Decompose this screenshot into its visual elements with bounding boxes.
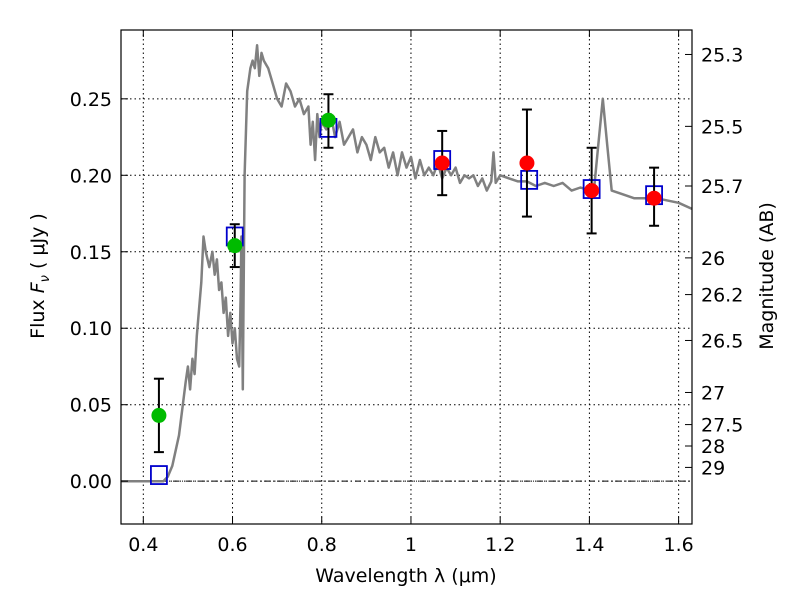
right-tick-label: 25.3 [701,44,743,66]
x-tick-label: 0.4 [128,534,158,556]
right-tick-label: 27 [701,382,725,404]
y-axis-title-symbol: F [27,281,49,293]
right-axis-title: Magnitude (AB) [756,202,778,350]
x-tick-label: 1 [405,534,417,556]
model-bandpass-square [150,465,168,485]
data-points-group [150,93,663,485]
right-tick-label: 25.5 [701,116,743,138]
y-axis-title-subscript: ν [38,275,53,282]
x-tick-label: 1.6 [664,534,694,556]
right-tick-label: 25.7 [701,176,743,198]
x-tick-label: 1.4 [574,534,604,556]
right-tick-label: 27.5 [701,415,743,437]
x-tick-label: 0.8 [307,534,337,556]
tick-marks [121,30,692,524]
nir-observed-point [434,155,450,171]
y-tick-label: 0.25 [70,89,112,111]
grid-lines [121,30,692,524]
nir-observed-point [519,155,535,171]
right-tick-label: 28 [701,436,725,458]
y-axis-title-unit: ( μJy ) [27,213,49,275]
y-axis-title-text: Flux [27,293,49,339]
y-tick-label: 0.05 [70,395,112,417]
y-tick-label: 0.00 [70,471,112,493]
plot-frame [120,29,693,525]
optical-observed-point [227,238,243,254]
y-tick-label: 0.15 [70,242,112,264]
y-tick-label: 0.20 [70,165,112,187]
right-tick-label: 26.5 [701,330,743,352]
y-tick-label: 0.10 [70,318,112,340]
x-tick-label: 0.6 [217,534,247,556]
x-tick-label: 1.2 [485,534,515,556]
right-tick-label: 26.2 [701,285,743,307]
tick-labels: 0.4 0.6 0.8 1 1.2 1.4 1.6 0.00 0.05 0.10 0.15 0.20 0… [70,44,744,556]
model-spectrum-line [121,44,693,483]
right-tick-label: 29 [701,457,725,479]
x-axis-title: Wavelength λ (μm) [315,565,496,587]
optical-observed-point [320,112,336,128]
nir-observed-point [584,183,600,199]
model-spectrum-group [121,44,693,483]
optical-observed-point [151,407,167,423]
right-tick-label: 26 [701,248,725,270]
model-bandpass-square [520,169,539,190]
nir-observed-point [646,190,662,206]
y-axis-title: Flux Fν ( μJy ) [27,213,53,339]
